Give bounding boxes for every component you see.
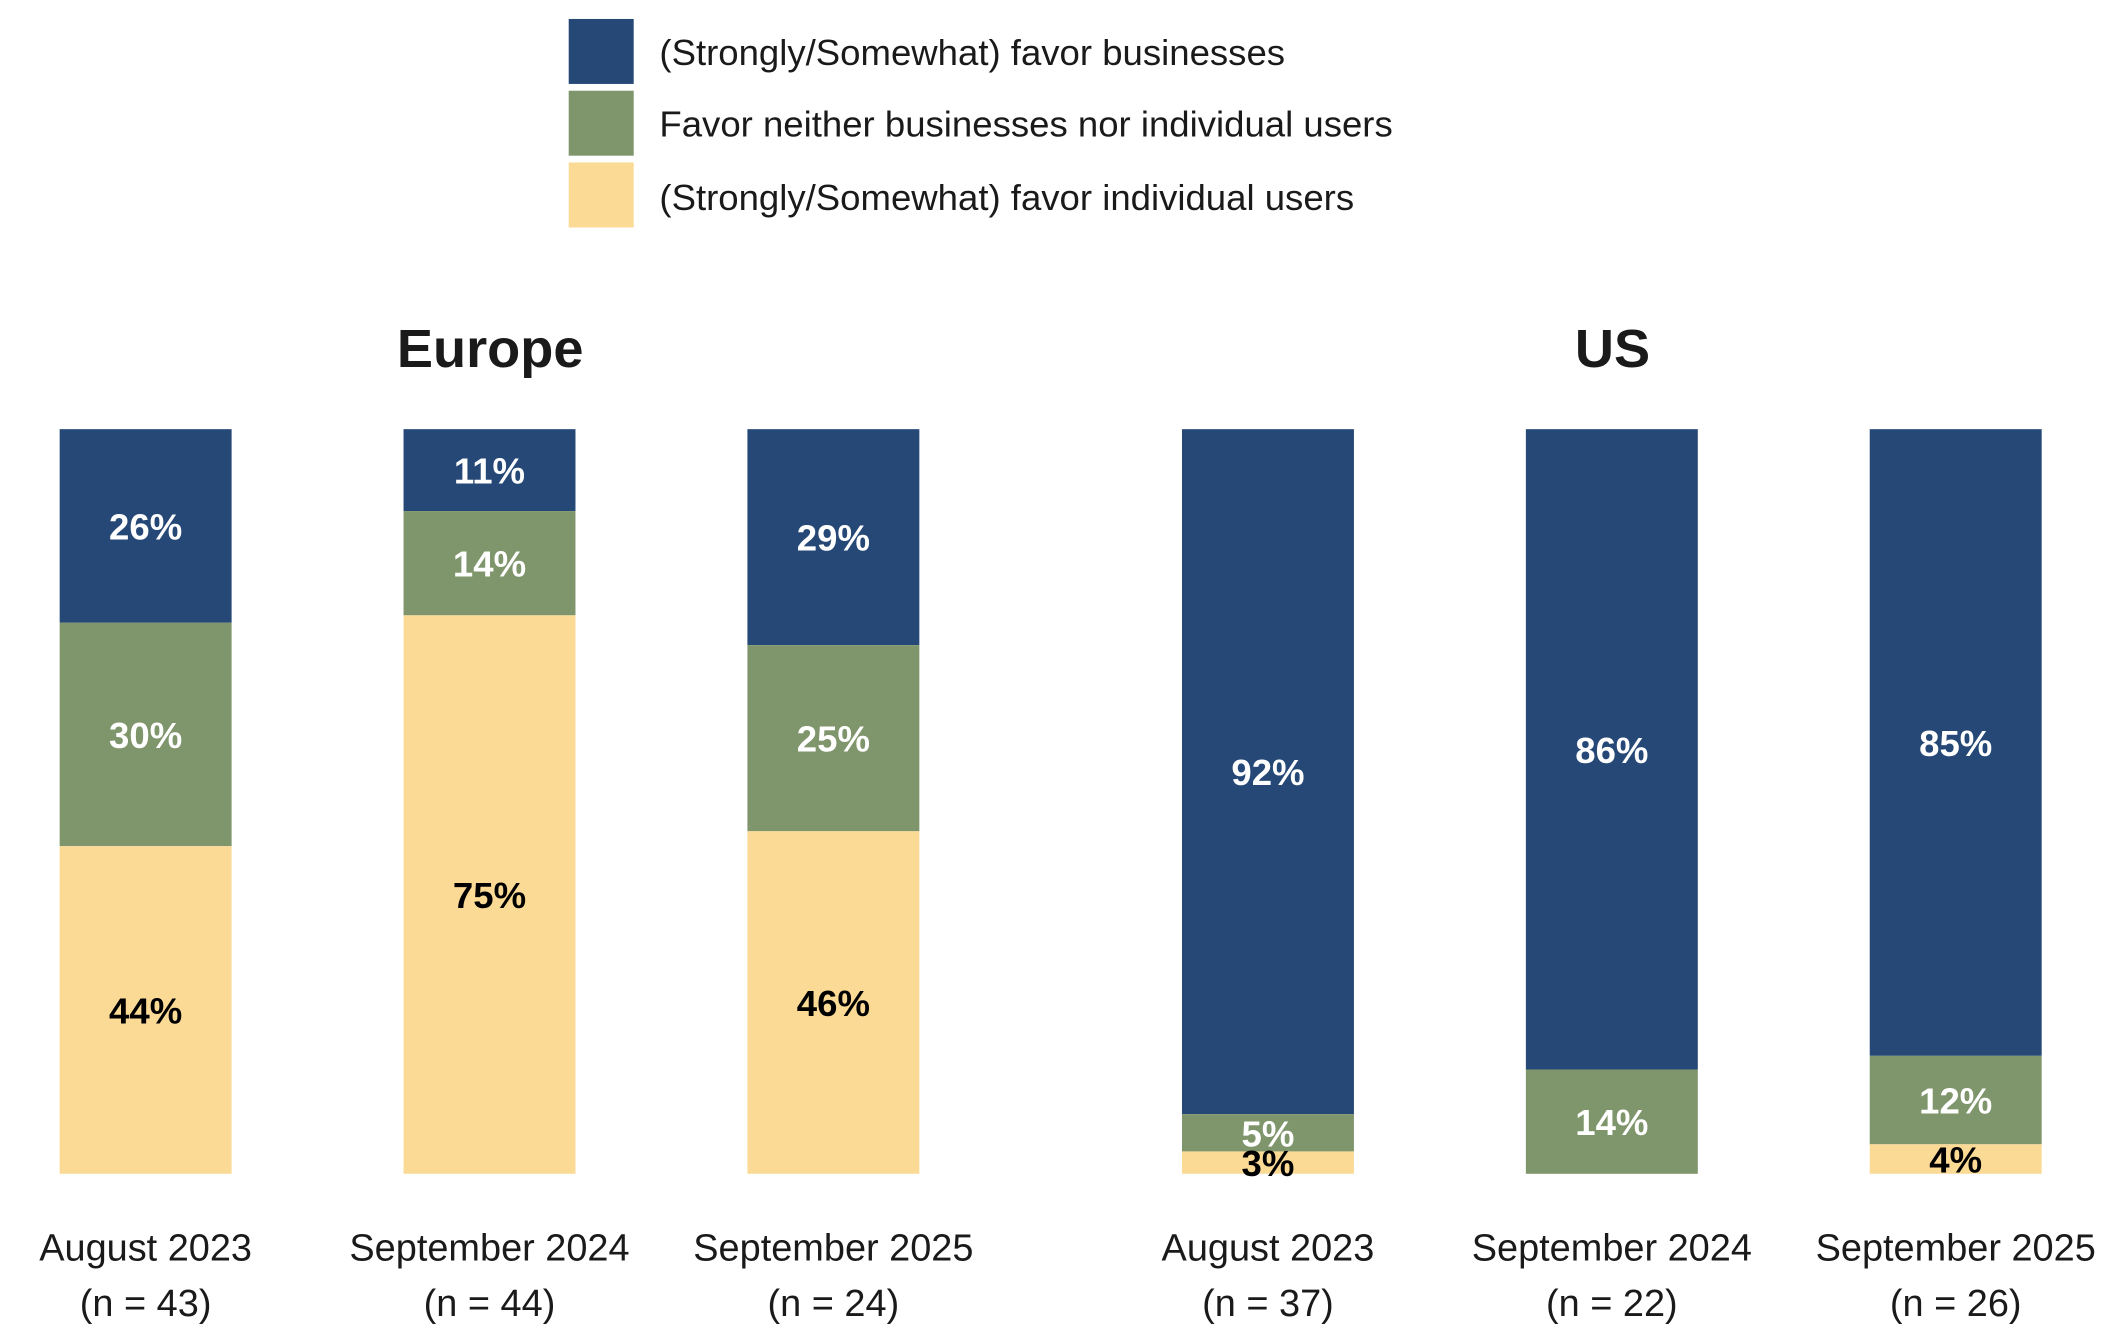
data-label: 44% bbox=[109, 990, 182, 1031]
data-label: 25% bbox=[797, 719, 870, 760]
bars: 26% 30% 44% August 2023 (n = 43) 11% 14% 75% Sep… bbox=[39, 429, 2096, 1325]
bar-segment bbox=[59, 846, 232, 1174]
data-label: 29% bbox=[797, 518, 870, 559]
category-label: September 2025 bbox=[1816, 1227, 2096, 1269]
bar-segment bbox=[403, 615, 576, 1174]
bar-segment bbox=[1525, 429, 1698, 1070]
bar-segment bbox=[747, 429, 920, 646]
bar-segment bbox=[747, 645, 920, 832]
bar-segment bbox=[59, 622, 232, 847]
bar-segment bbox=[747, 831, 920, 1174]
data-label: 26% bbox=[109, 507, 182, 548]
data-label: 14% bbox=[1575, 1102, 1648, 1143]
data-label: 30% bbox=[109, 715, 182, 756]
bar-segment bbox=[1181, 1114, 1354, 1152]
data-label: 11% bbox=[454, 451, 525, 492]
category-label: September 2025 bbox=[693, 1227, 973, 1269]
category-label: September 2024 bbox=[349, 1227, 629, 1269]
bar-segment bbox=[1869, 429, 2042, 1056]
category-label: September 2024 bbox=[1472, 1227, 1752, 1269]
legend-label-businesses: (Strongly/Somewhat) favor businesses bbox=[659, 32, 1285, 73]
sample-size-label: (n = 24) bbox=[768, 1283, 900, 1325]
panel-title-europe: Europe bbox=[397, 319, 584, 379]
legend-swatch-individual-users bbox=[568, 162, 634, 228]
data-label: 4% bbox=[1929, 1140, 1982, 1181]
sample-size-label: (n = 22) bbox=[1546, 1283, 1678, 1325]
bar-segment bbox=[403, 511, 576, 616]
data-label: 86% bbox=[1575, 730, 1648, 771]
data-label: 5% bbox=[1242, 1113, 1295, 1154]
legend-label-individual-users: (Strongly/Somewhat) favor individual use… bbox=[659, 177, 1354, 218]
data-label: 3% bbox=[1242, 1143, 1295, 1184]
legend-swatch-neither bbox=[568, 90, 634, 156]
data-label: 85% bbox=[1919, 723, 1992, 764]
category-label: August 2023 bbox=[1162, 1227, 1375, 1269]
legend: (Strongly/Somewhat) favor businesses Fav… bbox=[568, 18, 1393, 228]
bar-segment bbox=[1181, 1151, 1354, 1174]
bar-segment bbox=[1869, 1055, 2042, 1145]
data-label: 14% bbox=[453, 544, 526, 585]
data-label: 75% bbox=[453, 875, 526, 916]
bar-segment bbox=[403, 429, 576, 512]
panel-title-us: US bbox=[1575, 319, 1650, 379]
sample-size-label: (n = 26) bbox=[1890, 1283, 2022, 1325]
bar-segment bbox=[59, 429, 232, 623]
data-label: 12% bbox=[1919, 1081, 1992, 1122]
sample-size-label: (n = 37) bbox=[1202, 1283, 1334, 1325]
legend-label-neither: Favor neither businesses nor individual … bbox=[659, 104, 1392, 145]
bar-segment bbox=[1525, 1069, 1698, 1174]
sample-size-label: (n = 43) bbox=[80, 1283, 212, 1325]
legend-swatch-businesses bbox=[568, 18, 634, 84]
sample-size-label: (n = 44) bbox=[424, 1283, 556, 1325]
bar-segment bbox=[1869, 1144, 2042, 1174]
category-label: August 2023 bbox=[39, 1227, 252, 1269]
data-label: 46% bbox=[797, 983, 870, 1024]
bar-segment bbox=[1181, 429, 1354, 1115]
data-label: 92% bbox=[1231, 752, 1304, 793]
